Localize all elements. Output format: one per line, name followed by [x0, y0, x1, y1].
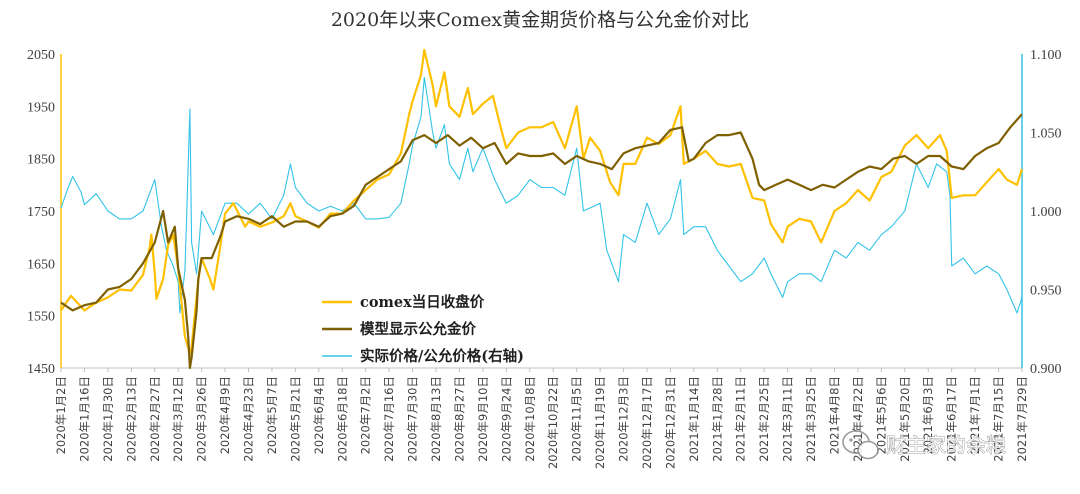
watermark-text: 财主家的余粮: [886, 433, 1006, 457]
y-tick-label: 1550: [27, 310, 55, 325]
y-tick-label: 1450: [27, 362, 55, 377]
y-tick-label: 1650: [27, 257, 55, 272]
x-tick-label: 2020年3月26日: [195, 376, 209, 462]
x-tick-label: 2020年9月10日: [476, 376, 490, 462]
x-tick-label: 2020年8月27日: [452, 376, 466, 462]
x-tick-label: 2020年12月3日: [617, 376, 631, 462]
x-tick-label: 2020年1月30日: [101, 376, 115, 462]
x-tick-label: 2020年11月19日: [593, 376, 607, 469]
legend-item-ratio: 实际价格/公允价格(右轴): [322, 347, 524, 365]
x-tick-label: 2021年1月28日: [710, 376, 724, 462]
x-tick-label: 2021年4月8日: [827, 376, 841, 454]
x-tick-label: 2020年2月13日: [124, 376, 138, 462]
x-tick-label: 2020年9月24日: [499, 376, 513, 462]
wechat-icon: [842, 430, 879, 460]
x-tick-label: 2021年2月11日: [734, 376, 748, 462]
series-line-model: [60, 113, 1023, 370]
x-tick-label: 2021年6月17日: [945, 376, 959, 462]
x-tick-label: 2021年5月20日: [898, 376, 912, 462]
chart-title: 2020年以来Comex黄金期货价格与公允金价对比: [331, 9, 749, 31]
x-tick-label: 2020年4月9日: [218, 376, 232, 454]
x-tick-label: 2021年2月25日: [757, 376, 771, 462]
x-tick-label: 2020年1月2日: [54, 376, 68, 454]
series-line-comex: [60, 48, 1024, 355]
x-tick-label: 2021年6月3日: [921, 376, 935, 454]
watermark: 财主家的余粮: [842, 430, 1006, 460]
x-tick-label: 2020年7月2日: [359, 376, 373, 454]
legend: comex当日收盘价 模型显示公允金价 实际价格/公允价格(右轴): [322, 293, 524, 365]
x-tick-label: 2021年3月25日: [804, 376, 818, 462]
x-tick-label: 2020年4月23日: [242, 376, 256, 462]
x-tick-label: 2020年11月5日: [570, 376, 584, 462]
y-tick-label: 2050: [27, 48, 55, 63]
x-tick-label: 2021年7月29日: [1015, 376, 1029, 462]
legend-label-ratio: 实际价格/公允价格(右轴): [360, 347, 524, 365]
y-tick-label: 1950: [27, 100, 55, 115]
legend-label-model: 模型显示公允金价: [360, 320, 476, 338]
x-tick-label: 2020年5月7日: [265, 376, 279, 454]
x-tick-label: 2021年3月11日: [781, 376, 795, 462]
axis-ticks: 1450 1550 1650 1750 1850 1950 2050 0.900 0.950 1.…: [27, 48, 1062, 469]
series-line-ratio: [60, 77, 1023, 314]
y2-tick-label: 1.050: [1030, 127, 1062, 142]
y2-tick-label: 1.100: [1030, 48, 1062, 63]
x-tick-label: 2021年7月1日: [968, 376, 982, 454]
x-tick-label: 2020年3月12日: [171, 376, 185, 462]
x-tick-label: 2020年10月22日: [546, 376, 560, 469]
axes-frame: [60, 54, 1023, 369]
y-tick-label: 1750: [27, 205, 55, 220]
x-tick-label: 2020年6月4日: [312, 376, 326, 454]
x-tick-label: 2020年8月13日: [429, 376, 443, 462]
series-lines: [60, 48, 1024, 370]
x-tick-label: 2020年10月8日: [523, 376, 537, 462]
x-tick-label: 2021年1月14日: [687, 376, 701, 462]
y-tick-label: 1850: [27, 153, 55, 168]
y2-tick-label: 0.900: [1030, 362, 1062, 377]
y2-tick-label: 1.000: [1030, 205, 1062, 220]
y2-tick-label: 0.950: [1030, 284, 1062, 299]
x-tick-label: 2021年5月6日: [874, 376, 888, 454]
x-tick-label: 2020年6月18日: [335, 376, 349, 462]
legend-item-comex: comex当日收盘价: [322, 293, 485, 311]
x-tick-label: 2020年7月30日: [406, 376, 420, 462]
x-tick-label: 2020年12月31日: [663, 376, 677, 469]
x-tick-label: 2020年12月17日: [640, 376, 654, 469]
x-tick-label: 2021年7月15日: [992, 376, 1006, 462]
x-tick-label: 2020年7月16日: [382, 376, 396, 462]
x-tick-label: 2020年5月21日: [288, 376, 302, 462]
x-tick-label: 2020年2月27日: [148, 376, 162, 462]
x-tick-label: 2020年1月16日: [77, 376, 91, 462]
legend-label-comex: comex当日收盘价: [360, 293, 485, 311]
legend-item-model: 模型显示公允金价: [322, 320, 476, 338]
